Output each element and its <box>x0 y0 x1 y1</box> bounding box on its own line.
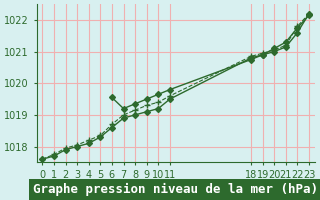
X-axis label: Graphe pression niveau de la mer (hPa): Graphe pression niveau de la mer (hPa) <box>33 183 318 196</box>
